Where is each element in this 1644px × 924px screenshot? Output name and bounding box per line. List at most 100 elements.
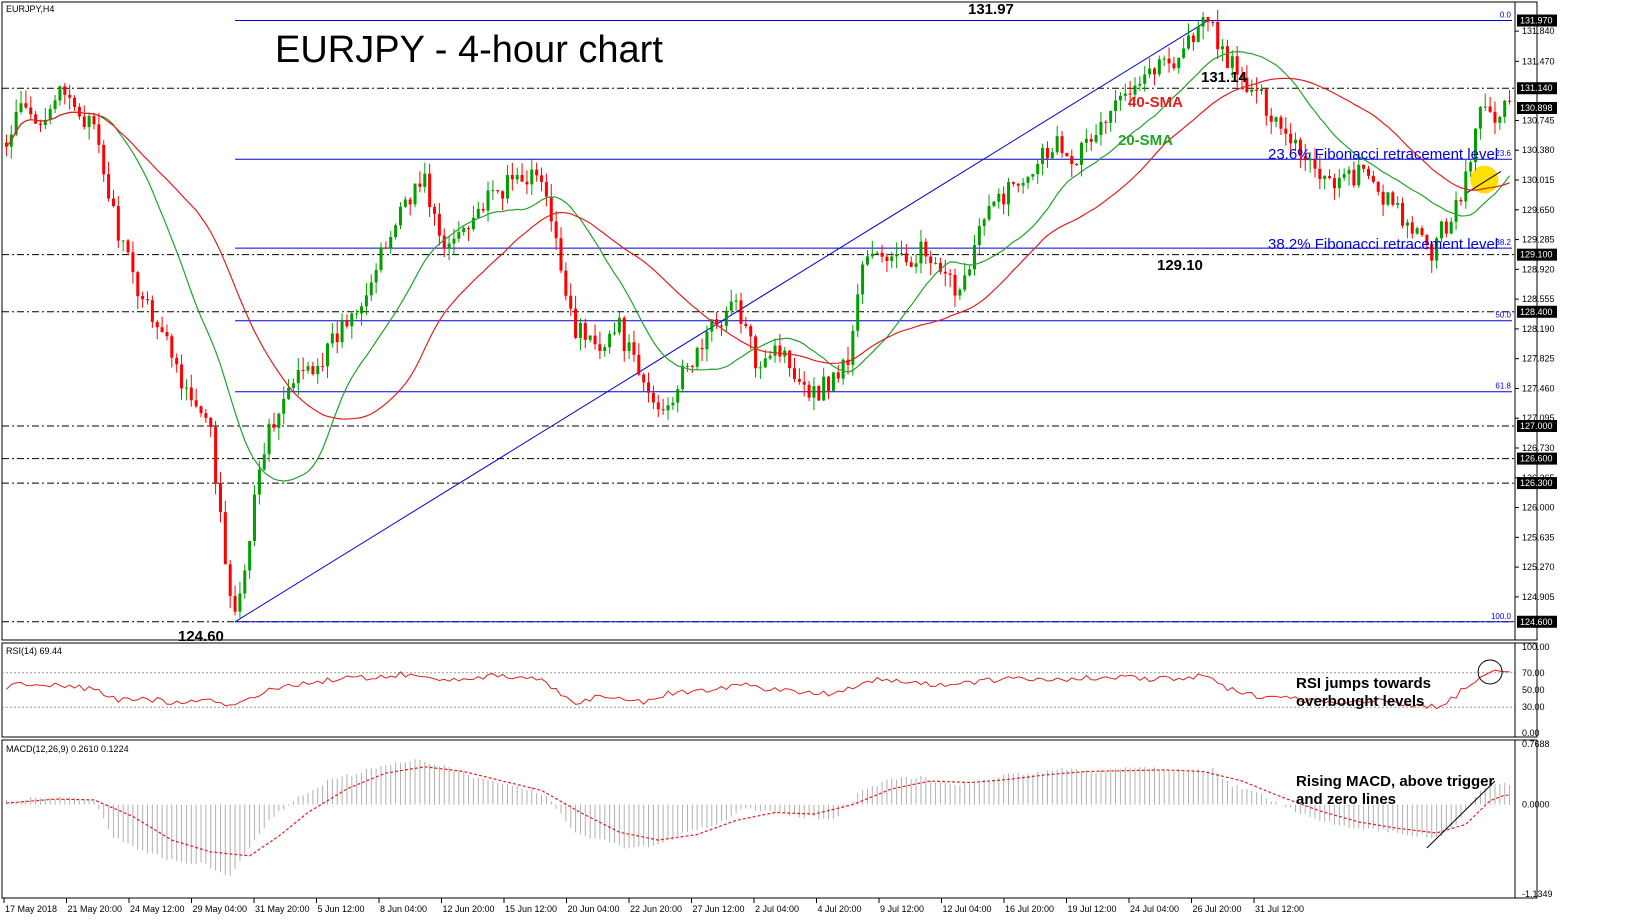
candle-body bbox=[1454, 199, 1458, 222]
candle bbox=[325, 342, 329, 378]
candle bbox=[1430, 241, 1434, 273]
candle bbox=[63, 82, 67, 105]
time-tick-label: 19 Jul 12:00 bbox=[1068, 904, 1117, 914]
candle bbox=[544, 173, 548, 207]
candle bbox=[1454, 191, 1458, 231]
candle bbox=[1366, 165, 1371, 180]
candle-body bbox=[296, 370, 300, 384]
candle-body bbox=[676, 389, 680, 403]
candle bbox=[977, 218, 981, 255]
candle-body bbox=[608, 333, 612, 348]
candle-body bbox=[549, 196, 553, 222]
candle-body bbox=[228, 564, 232, 596]
candle-body bbox=[681, 365, 685, 390]
candle-body bbox=[1508, 100, 1512, 102]
candle-body bbox=[287, 388, 291, 399]
price-tick-label: 125.270 bbox=[1522, 562, 1555, 572]
candle bbox=[690, 364, 694, 373]
candle bbox=[150, 295, 154, 328]
price-tick-label: 126.730 bbox=[1522, 443, 1555, 453]
candle-body bbox=[807, 384, 811, 398]
candle-body bbox=[301, 370, 305, 372]
macd-annotation-line2: and zero lines bbox=[1296, 791, 1396, 808]
candle-body bbox=[1405, 222, 1409, 226]
candle-body bbox=[569, 295, 573, 309]
candle-body bbox=[116, 206, 120, 241]
candle bbox=[447, 236, 451, 261]
candle-body bbox=[467, 228, 471, 230]
candle bbox=[68, 84, 72, 110]
candle-body bbox=[102, 144, 106, 175]
price-box-label: 126.600 bbox=[1520, 454, 1553, 464]
candle-body bbox=[666, 405, 670, 411]
candle-body bbox=[233, 595, 237, 612]
candle-body bbox=[272, 424, 276, 428]
price-box bbox=[1517, 305, 1557, 318]
candle-body bbox=[744, 323, 748, 327]
candle-body bbox=[1298, 139, 1302, 157]
candle-body bbox=[700, 347, 704, 350]
candle-body bbox=[48, 108, 52, 121]
candle-body bbox=[306, 366, 310, 371]
candle bbox=[486, 181, 490, 222]
candle-body bbox=[1143, 74, 1147, 84]
candle bbox=[1474, 127, 1478, 171]
candle bbox=[233, 585, 237, 616]
candle-body bbox=[1284, 128, 1288, 134]
candle-body bbox=[637, 354, 641, 375]
macd-tick-label: 0.7688 bbox=[1522, 739, 1550, 749]
candle-body bbox=[58, 86, 62, 101]
candle bbox=[19, 91, 23, 115]
candle bbox=[1444, 218, 1448, 238]
candle-body bbox=[690, 365, 694, 367]
candle bbox=[238, 581, 242, 618]
macd-tick-label: -1.1349 bbox=[1522, 889, 1553, 899]
candle bbox=[121, 240, 125, 252]
candle-body bbox=[267, 424, 271, 455]
candle-body bbox=[1328, 175, 1332, 179]
candle-body bbox=[189, 387, 193, 401]
time-tick-label: 9 Jul 12:00 bbox=[880, 904, 924, 914]
candle bbox=[1298, 137, 1302, 168]
price-tick-label: 131.840 bbox=[1522, 26, 1555, 36]
candle-body bbox=[647, 382, 651, 393]
candle-body bbox=[578, 322, 582, 338]
candle-body bbox=[398, 206, 402, 226]
price-tick-label: 127.095 bbox=[1522, 413, 1555, 423]
candle-body bbox=[131, 252, 135, 273]
candle bbox=[1167, 47, 1171, 73]
candle bbox=[656, 394, 660, 417]
candle-body bbox=[1332, 178, 1336, 189]
candle bbox=[564, 262, 568, 301]
candle-body bbox=[29, 107, 33, 115]
price-box-label: 124.600 bbox=[1520, 617, 1553, 627]
candle-body bbox=[462, 228, 466, 233]
candle bbox=[851, 324, 855, 376]
candle bbox=[1308, 151, 1312, 173]
candle-body bbox=[1391, 192, 1395, 205]
candle-body bbox=[544, 182, 548, 197]
candle bbox=[165, 324, 169, 341]
candle bbox=[934, 256, 938, 265]
candle bbox=[773, 338, 777, 363]
candle-body bbox=[1255, 89, 1259, 91]
candle-body bbox=[330, 333, 334, 344]
candle-body bbox=[1201, 17, 1205, 27]
time-tick-label: 21 May 20:00 bbox=[68, 904, 123, 914]
candle-body bbox=[360, 306, 364, 314]
candle bbox=[1143, 66, 1147, 92]
candle bbox=[321, 352, 325, 372]
candle-body bbox=[199, 406, 203, 414]
candle bbox=[291, 378, 295, 393]
time-tick-label: 17 May 2018 bbox=[5, 904, 57, 914]
time-tick-label: 24 Jul 04:00 bbox=[1130, 904, 1179, 914]
candle bbox=[982, 217, 986, 236]
candle bbox=[520, 163, 524, 182]
candle bbox=[1138, 76, 1142, 91]
rsi-annotation-line2: overbought levels bbox=[1296, 693, 1424, 710]
candle bbox=[802, 371, 806, 397]
candle-body bbox=[262, 454, 266, 470]
candle-body bbox=[505, 174, 509, 199]
candle bbox=[997, 188, 1001, 209]
